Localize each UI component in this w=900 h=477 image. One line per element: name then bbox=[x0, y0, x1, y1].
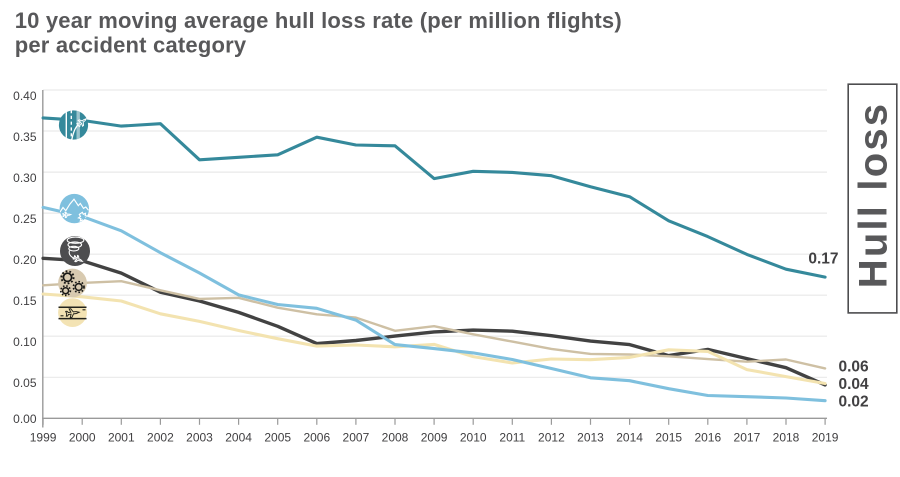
svg-text:0.40: 0.40 bbox=[13, 89, 37, 103]
svg-text:0.35: 0.35 bbox=[13, 130, 37, 144]
svg-text:2011: 2011 bbox=[499, 431, 525, 445]
svg-text:2008: 2008 bbox=[382, 431, 409, 445]
svg-text:0.25: 0.25 bbox=[13, 212, 37, 226]
svg-text:0.02: 0.02 bbox=[839, 393, 869, 410]
svg-text:2015: 2015 bbox=[655, 431, 682, 445]
svg-text:10 year moving average hull lo: 10 year moving average hull loss rate (p… bbox=[15, 8, 622, 33]
svg-text:0.04: 0.04 bbox=[839, 376, 870, 393]
svg-text:0.00: 0.00 bbox=[13, 412, 37, 426]
svg-text:2017: 2017 bbox=[734, 431, 761, 445]
svg-text:2003: 2003 bbox=[186, 431, 213, 445]
svg-text:2014: 2014 bbox=[616, 431, 643, 445]
svg-text:2004: 2004 bbox=[225, 431, 252, 445]
svg-text:0.10: 0.10 bbox=[13, 335, 37, 349]
svg-text:2002: 2002 bbox=[147, 431, 174, 445]
svg-text:1999: 1999 bbox=[30, 431, 57, 445]
svg-text:2009: 2009 bbox=[421, 431, 448, 445]
svg-text:2013: 2013 bbox=[577, 431, 604, 445]
svg-text:2018: 2018 bbox=[773, 431, 800, 445]
svg-text:0.05: 0.05 bbox=[13, 376, 37, 390]
svg-text:2000: 2000 bbox=[69, 431, 96, 445]
svg-text:2001: 2001 bbox=[108, 431, 135, 445]
svg-text:2019: 2019 bbox=[812, 431, 839, 445]
svg-text:0.17: 0.17 bbox=[808, 251, 838, 268]
svg-text:2012: 2012 bbox=[538, 431, 565, 445]
svg-text:2016: 2016 bbox=[694, 431, 721, 445]
svg-text:0.20: 0.20 bbox=[13, 253, 37, 267]
svg-text:Hull loss: Hull loss bbox=[851, 102, 895, 289]
svg-text:0.06: 0.06 bbox=[839, 359, 870, 376]
svg-text:0.15: 0.15 bbox=[13, 294, 37, 308]
svg-text:2010: 2010 bbox=[460, 431, 487, 445]
svg-text:2006: 2006 bbox=[303, 431, 330, 445]
svg-text:per accident category: per accident category bbox=[15, 32, 247, 57]
svg-text:2005: 2005 bbox=[264, 431, 291, 445]
svg-text:0.30: 0.30 bbox=[13, 171, 37, 185]
svg-text:2007: 2007 bbox=[343, 431, 370, 445]
